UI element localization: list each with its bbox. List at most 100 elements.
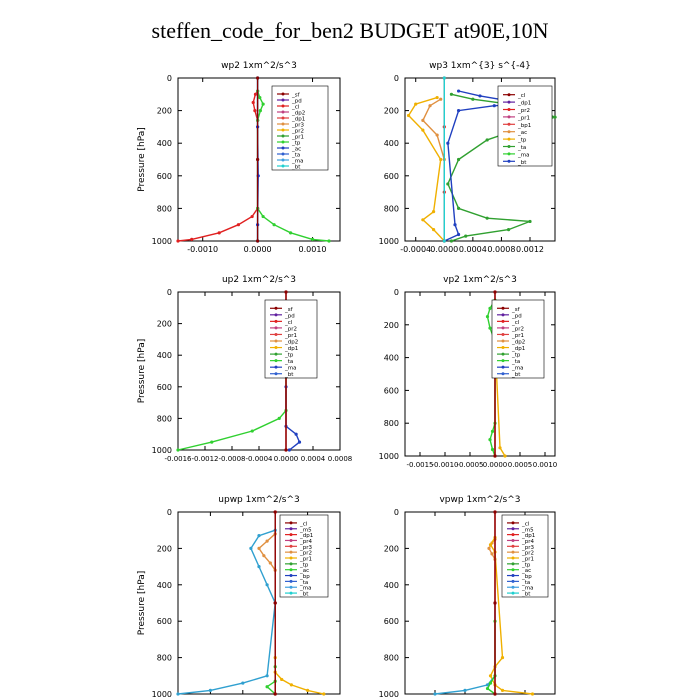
data-point bbox=[493, 601, 497, 605]
legend-label: _bt bbox=[517, 160, 527, 166]
legend-marker bbox=[289, 544, 293, 548]
data-point bbox=[442, 76, 446, 80]
legend-marker bbox=[511, 527, 515, 531]
legend-marker bbox=[281, 92, 285, 96]
data-point bbox=[257, 565, 261, 569]
y-axis-label: Pressure [hPa] bbox=[137, 571, 147, 636]
y-axis-label: Pressure [hPa] bbox=[137, 339, 147, 404]
legend-marker bbox=[281, 146, 285, 150]
legend-marker bbox=[511, 544, 515, 548]
legend-label: _cl bbox=[299, 521, 308, 527]
y-tick-label: 1000 bbox=[152, 690, 172, 699]
series-line bbox=[407, 96, 445, 242]
data-point bbox=[449, 239, 454, 243]
legend-label: _ma bbox=[511, 366, 523, 372]
legend-label: _dp2 bbox=[511, 340, 525, 346]
data-point bbox=[273, 510, 277, 514]
legend-marker bbox=[511, 550, 515, 554]
data-point bbox=[289, 683, 293, 687]
plot-frame bbox=[404, 77, 556, 242]
y-tick-label: 600 bbox=[157, 172, 172, 181]
data-point bbox=[503, 454, 507, 458]
legend-marker bbox=[274, 319, 278, 323]
legend-label: _m5 bbox=[521, 527, 534, 533]
data-point bbox=[478, 94, 482, 98]
legend-marker bbox=[289, 568, 293, 572]
legend-label: _dp1 bbox=[517, 101, 531, 107]
legend-label: _tp bbox=[511, 353, 521, 359]
y-tick-label: 400 bbox=[384, 581, 399, 590]
legend-marker bbox=[501, 365, 505, 369]
legend-label: _cl bbox=[521, 521, 530, 527]
legend-label: _pr2 bbox=[521, 551, 534, 557]
legend-marker bbox=[274, 365, 278, 369]
legend-marker bbox=[274, 313, 278, 317]
y-tick-label: 1000 bbox=[152, 237, 172, 246]
data-point bbox=[277, 416, 281, 420]
series-line bbox=[177, 90, 259, 242]
x-tick-label: 0.0000 bbox=[430, 245, 458, 254]
data-point bbox=[257, 546, 261, 551]
legend-label: _ta bbox=[291, 153, 300, 159]
legend-label: _pr3 bbox=[521, 545, 535, 551]
data-point bbox=[449, 92, 454, 96]
legend-marker bbox=[281, 128, 285, 132]
data-point bbox=[493, 454, 497, 458]
legend-label: _ta bbox=[511, 359, 520, 365]
x-tick-label: 0.0010 bbox=[299, 245, 327, 254]
data-point bbox=[250, 214, 254, 219]
x-tick-label: -0.0004 bbox=[400, 245, 431, 254]
data-point bbox=[251, 100, 255, 105]
data-point bbox=[530, 692, 535, 696]
data-point bbox=[310, 237, 315, 241]
data-point bbox=[456, 206, 461, 210]
legend-label: _tp bbox=[517, 138, 527, 144]
legend-marker bbox=[274, 359, 278, 363]
legend-label: _sf bbox=[291, 93, 301, 99]
data-point bbox=[488, 681, 493, 685]
y-tick-label: 400 bbox=[384, 354, 399, 363]
data-point bbox=[488, 438, 492, 442]
x-tick-label: 0.0005 bbox=[508, 461, 533, 469]
legend-label: _bt bbox=[284, 372, 294, 378]
data-point bbox=[490, 447, 495, 452]
x-tick-label: -0.0012 bbox=[191, 455, 218, 463]
legend-marker bbox=[507, 130, 511, 134]
legend-label: _sf bbox=[511, 307, 521, 313]
y-tick-label: 800 bbox=[157, 414, 172, 423]
legend-label: _pr1 bbox=[291, 135, 304, 141]
data-point bbox=[456, 157, 461, 162]
x-tick-label: -0.0010 bbox=[431, 461, 458, 469]
legend-label: _ta bbox=[284, 359, 293, 365]
legend-label: _ma bbox=[291, 159, 303, 165]
legend-label: _pr2 bbox=[284, 326, 297, 332]
data-point bbox=[506, 227, 511, 232]
legend-label: _pr2 bbox=[291, 129, 304, 135]
data-point bbox=[463, 688, 467, 692]
x-tick-label: 0.0012 bbox=[516, 245, 544, 254]
data-point bbox=[261, 102, 265, 106]
y-tick-label: 400 bbox=[157, 351, 172, 360]
y-tick-label: 800 bbox=[384, 654, 399, 663]
plot-frame bbox=[404, 291, 556, 457]
data-point bbox=[492, 104, 496, 108]
legend-label: _bt bbox=[511, 372, 521, 378]
data-point bbox=[446, 182, 450, 186]
y-tick-label: 0 bbox=[394, 288, 399, 297]
data-point bbox=[249, 546, 253, 551]
chart-panel-3: up2 1xm^2/s^3 0 200 400 600 800 1000 Pressure [… bbox=[137, 275, 352, 463]
y-tick-label: 200 bbox=[157, 320, 172, 329]
y-tick-label: 0 bbox=[167, 74, 172, 83]
data-point bbox=[488, 326, 492, 330]
x-tick-label: 0.0004 bbox=[301, 455, 326, 463]
legend-label: _pr1 bbox=[299, 557, 312, 563]
legend-label: _pr2 bbox=[299, 551, 312, 557]
y-tick-label: 800 bbox=[384, 204, 399, 213]
data-point bbox=[500, 688, 505, 692]
legend-marker bbox=[281, 122, 285, 126]
x-tick-label: -0.0010 bbox=[187, 245, 218, 254]
legend-marker bbox=[501, 346, 505, 350]
legend-box bbox=[491, 299, 545, 379]
legend-marker bbox=[274, 306, 278, 310]
x-tick-label: 0.0000 bbox=[274, 455, 299, 463]
